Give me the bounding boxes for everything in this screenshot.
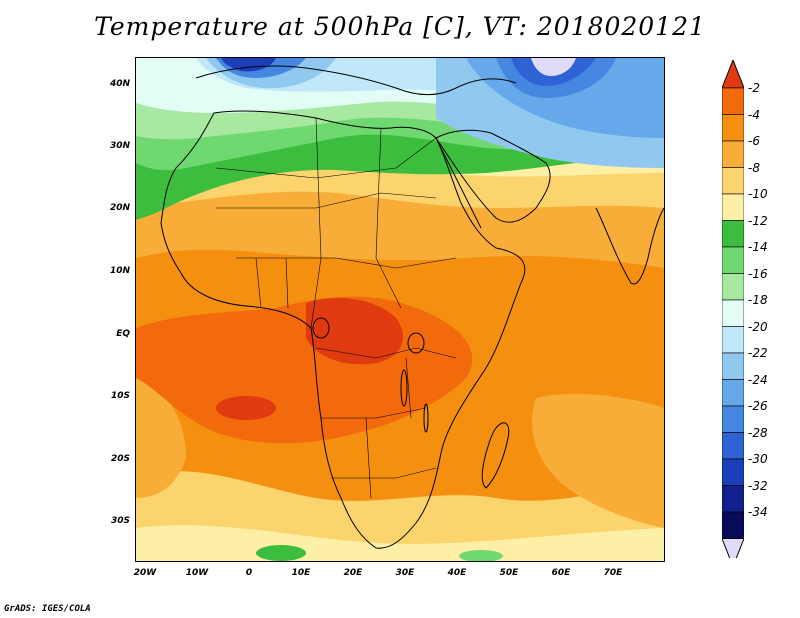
lake-tanganyika (400, 369, 408, 407)
field-caspian-coldest (531, 58, 576, 76)
colorbar-tick-label: -34 (748, 505, 768, 519)
lat-label-30n: 30N (109, 141, 130, 151)
colorbar-tick-label: -26 (748, 399, 768, 413)
colorbar-segment (722, 379, 744, 407)
lat-label-20n: 20N (109, 203, 130, 213)
border-west-africa-1 (255, 257, 262, 309)
colorbar-segment (722, 167, 744, 195)
lake-malawi (423, 403, 429, 433)
colorbar-tick-label: -24 (748, 372, 768, 387)
border-great-lakes (405, 357, 412, 419)
lon-label-10e: 10E (291, 568, 311, 578)
lake-victoria (407, 332, 425, 354)
lon-label-50e: 50E (499, 568, 519, 578)
border-southern (331, 467, 437, 479)
border-namibia-botswana (365, 417, 372, 499)
colorbar-tick-label: -32 (748, 478, 768, 493)
colorbar-tick-label: -28 (748, 425, 768, 440)
lon-label-30e: 30E (395, 568, 415, 578)
field-iberia-darkblue (221, 58, 276, 72)
colorbar-segment (722, 511, 744, 539)
lon-label-20w: 20W (133, 568, 157, 578)
temperature-map (135, 57, 665, 562)
lat-label-10n: 10N (109, 266, 130, 276)
lon-label-40e: 40E (447, 568, 467, 578)
lat-label-40n: 40N (109, 79, 130, 89)
colorbar-tick-label: -18 (748, 293, 768, 307)
colorbar-segment (722, 220, 744, 248)
lakes (312, 317, 429, 433)
colorbar-segment (722, 326, 744, 354)
border-west-africa-2 (285, 257, 289, 309)
border-sahara-mid (216, 192, 437, 209)
colorbar-segment (722, 114, 744, 142)
colorbar-tick-label: -12 (748, 213, 768, 228)
field-southeast-light (532, 393, 664, 528)
lat-label-eq: EQ (116, 329, 130, 339)
map-title: Temperature at 500hPa [C], VT: 201802012… (94, 12, 706, 41)
colorbar-tick-label: -16 (748, 266, 768, 281)
red-sea-coast (435, 137, 482, 229)
colorbar-arrow-top (722, 60, 744, 89)
footer-credit: GrADS: IGES/COLA (4, 604, 91, 614)
europe-coastline (195, 65, 517, 96)
colorbar-tick-label: -30 (748, 452, 768, 466)
arabia-coastline (435, 129, 551, 223)
border-sahara-north (215, 137, 437, 179)
colorbar-segment (722, 140, 744, 168)
colorbar-segment (722, 432, 744, 460)
colorbar-tick-label: -4 (748, 107, 760, 122)
colorbar-arrow-bottom (722, 538, 744, 558)
colorbar-tick-label: -20 (748, 319, 768, 334)
colorbar-tick-label: -14 (748, 240, 768, 254)
field-congo-hottest (306, 298, 404, 365)
colorbar-segment (722, 87, 744, 115)
lon-label-70e: 70E (603, 568, 623, 578)
field-south-green-2 (459, 550, 503, 561)
border-south-central (321, 407, 427, 419)
india-coastline (595, 207, 664, 285)
colorbar-tick-label: -22 (748, 346, 768, 360)
colorbar-segment (722, 246, 744, 274)
lat-label-30s: 30S (110, 516, 130, 526)
field-southwest-light (136, 378, 186, 498)
lon-label-60e: 60E (551, 568, 571, 578)
africa-coastline (160, 110, 526, 549)
colorbar-segment (722, 405, 744, 433)
coastlines (160, 65, 664, 549)
border-egypt-sudan (375, 127, 402, 309)
colorbar-segment (722, 458, 744, 486)
map-canvas (136, 58, 664, 561)
lat-label-20s: 20S (110, 454, 130, 464)
colorbar (722, 60, 744, 558)
lat-label-10s: 10S (110, 391, 130, 401)
colorbar-segment (722, 485, 744, 513)
lon-label-0: 0 (245, 568, 253, 578)
colorbar-segment (722, 193, 744, 221)
madagascar-coastline (481, 422, 510, 489)
colorbar-tick-label: -8 (748, 160, 760, 175)
lon-label-10w: 10W (185, 568, 209, 578)
colorbar-segment (722, 299, 744, 327)
colorbar-tick-label: -10 (748, 187, 768, 201)
field-south-green-1 (256, 545, 306, 561)
field-atlantic-hot (216, 396, 276, 420)
country-borders (215, 117, 457, 499)
colorbar-tick-label: -6 (748, 134, 760, 148)
colorbar-segment (722, 273, 744, 301)
colorbar-tick-label: -2 (748, 81, 760, 95)
colorbar-segment (722, 352, 744, 380)
lake-congo-region (312, 317, 330, 339)
lon-label-20e: 20E (343, 568, 363, 578)
border-central (315, 347, 457, 359)
